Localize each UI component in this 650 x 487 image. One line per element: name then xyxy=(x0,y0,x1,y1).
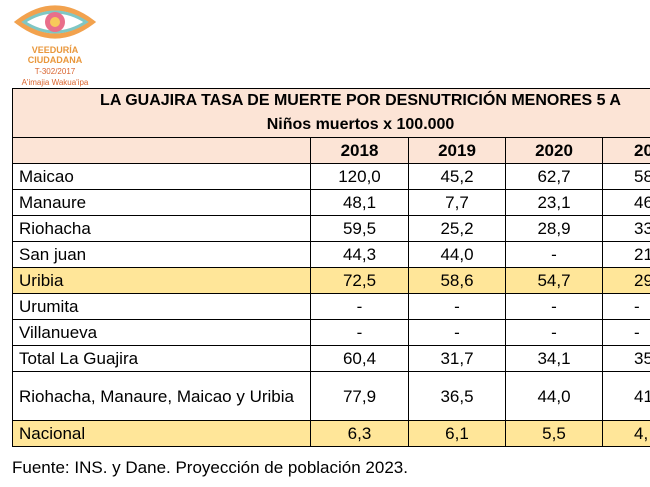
table-cell: 28,9 xyxy=(505,215,603,242)
table-cell: 5,5 xyxy=(505,420,603,447)
column-header: 2020 xyxy=(505,137,603,164)
table-cell: 120,0 xyxy=(310,163,409,190)
header-cell xyxy=(12,137,311,164)
table-cell: 6,1 xyxy=(408,420,506,447)
table-cell: - xyxy=(505,293,603,320)
row-label: Maicao xyxy=(12,163,311,190)
logo-line: CIUDADANA xyxy=(28,55,83,65)
table-cell: 44,0 xyxy=(505,371,603,421)
table-cell: 6,3 xyxy=(310,420,409,447)
table-cell: 36,5 xyxy=(408,371,506,421)
table-row: Villanueva - - - - xyxy=(12,319,650,346)
logo-line: T-302/2017 xyxy=(35,67,76,76)
table-cell: 31,7 xyxy=(408,345,506,372)
table-cell: 46 xyxy=(601,189,650,216)
table-cell: 48,1 xyxy=(310,189,409,216)
table-cell: 29 xyxy=(601,267,650,294)
column-header: 2018 xyxy=(310,137,409,164)
row-label: Riohacha xyxy=(12,215,311,242)
table-cell: 58,6 xyxy=(408,267,506,294)
header-row: 20182019202020 xyxy=(12,137,650,164)
table-cell: 7,7 xyxy=(408,189,506,216)
table-cell: 45,2 xyxy=(408,163,506,190)
logo-line: A'imajia Wakua'ipa xyxy=(22,78,89,87)
table-cell: 44,0 xyxy=(408,241,506,268)
table-row: Riohacha, Manaure, Maicao y Uribia 77,9 36… xyxy=(12,371,650,421)
row-label: Riohacha, Manaure, Maicao y Uribia xyxy=(12,371,311,421)
table-cell: 21 xyxy=(601,241,650,268)
table-subtitle: Niños muertos x 100.000 xyxy=(12,113,650,138)
table-cell: 34,1 xyxy=(505,345,603,372)
table-cell: 58 xyxy=(601,163,650,190)
table-cell: 59,5 xyxy=(310,215,409,242)
table-row: Urumita - - - - xyxy=(12,293,650,320)
table-wrap: LA GUAJIRA TASA DE MUERTE POR DESNUTRICI… xyxy=(12,88,650,458)
table-title: LA GUAJIRA TASA DE MUERTE POR DESNUTRICI… xyxy=(12,88,650,113)
table-cell: 23,1 xyxy=(505,189,603,216)
row-label: Villanueva xyxy=(12,319,311,346)
table-cell: 62,7 xyxy=(505,163,603,190)
table-row: Nacional 6,3 6,1 5,5 4, xyxy=(12,420,650,447)
table-cell: 33 xyxy=(601,215,650,242)
title-row: LA GUAJIRA TASA DE MUERTE POR DESNUTRICI… xyxy=(12,88,650,113)
table-cell: 35 xyxy=(601,345,650,372)
table-cell: 54,7 xyxy=(505,267,603,294)
table-cell: - xyxy=(601,319,650,346)
table-cell: 41 xyxy=(601,371,650,421)
subtitle-row: Niños muertos x 100.000 xyxy=(12,113,650,138)
row-label: Urumita xyxy=(12,293,311,320)
table-cell: - xyxy=(310,319,409,346)
row-label: Total La Guajira xyxy=(12,345,311,372)
table-cell: 4, xyxy=(601,420,650,447)
column-header: 20 xyxy=(601,137,650,164)
table-cell: - xyxy=(505,319,603,346)
table-cell: - xyxy=(601,293,650,320)
footnote: Fuente: INS. y Dane. Proyección de pobla… xyxy=(12,458,408,477)
logo: VEEDURÍA CIUDADANA T-302/2017 A'imajia W… xyxy=(13,5,97,87)
column-header: 2019 xyxy=(408,137,506,164)
table: LA GUAJIRA TASA DE MUERTE POR DESNUTRICI… xyxy=(12,88,650,447)
table-cell: 25,2 xyxy=(408,215,506,242)
table-cell: 72,5 xyxy=(310,267,409,294)
table-cell: - xyxy=(505,241,603,268)
table-cell: 44,3 xyxy=(310,241,409,268)
table-cell: - xyxy=(408,319,506,346)
logo-line: VEEDURÍA xyxy=(32,45,79,55)
row-label: San juan xyxy=(12,241,311,268)
table-cell: 60,4 xyxy=(310,345,409,372)
table-cell: 77,9 xyxy=(310,371,409,421)
table-cell: - xyxy=(310,293,409,320)
table-cell: - xyxy=(408,293,506,320)
row-label: Manaure xyxy=(12,189,311,216)
row-label: Nacional xyxy=(12,420,311,447)
row-label: Uribia xyxy=(12,267,311,294)
